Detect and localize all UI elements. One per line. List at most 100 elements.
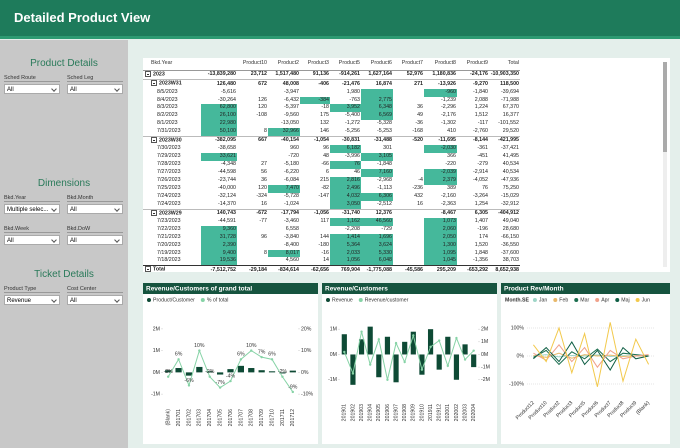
collapse-icon[interactable] bbox=[151, 210, 157, 216]
cell: 174 bbox=[479, 233, 488, 240]
row-label-text: 7/29/2023 bbox=[157, 153, 181, 160]
cell: 5,364 bbox=[330, 241, 361, 250]
bar bbox=[384, 336, 391, 355]
cell: 1,407 bbox=[474, 217, 488, 224]
data-row: 8/2/2023 26,100 -108 -9,560 175 -5,400 6,569 49… bbox=[143, 112, 520, 121]
cell: 40,534 bbox=[502, 169, 519, 176]
scroll-thumb[interactable] bbox=[663, 62, 667, 152]
cell: -32,912 bbox=[501, 200, 519, 207]
slicer-dropdown[interactable]: All bbox=[4, 235, 60, 245]
slicer-dropdown[interactable]: All bbox=[67, 295, 123, 305]
line-marker bbox=[455, 336, 458, 340]
scrollbar[interactable] bbox=[663, 62, 667, 267]
slicer-dropdown[interactable]: All bbox=[4, 84, 60, 94]
line-marker bbox=[177, 358, 180, 361]
y2-tick-label: -10% bbox=[301, 392, 313, 398]
row-label: 7/23/2023 bbox=[143, 218, 201, 226]
row-label-text: 2023W30 bbox=[159, 137, 182, 144]
line-marker bbox=[368, 363, 372, 366]
row-label-text: 8/1/2023 bbox=[157, 120, 178, 127]
cell: 2,060 bbox=[424, 225, 457, 234]
cell: -236 bbox=[412, 184, 423, 191]
cell: 6,348 bbox=[361, 104, 393, 113]
line-marker bbox=[360, 330, 363, 333]
legend-title: Month.SE bbox=[505, 297, 529, 303]
slicer-value: All bbox=[7, 87, 14, 93]
cell: -31,488 bbox=[361, 136, 393, 146]
line-marker bbox=[420, 368, 424, 371]
slicer-dropdown[interactable]: All bbox=[67, 84, 123, 94]
collapse-icon[interactable] bbox=[145, 71, 151, 77]
cell: 1,696 bbox=[361, 233, 393, 242]
data-row: 7/21/2023 31,728 96 -3,840 144 1,414 1,696 2,05… bbox=[143, 233, 520, 242]
sidebar: Product Details Sched Route All Sched Leg Al… bbox=[0, 40, 128, 448]
cell: -834,614 bbox=[268, 265, 300, 275]
cell: -47,936 bbox=[501, 177, 519, 183]
cell: 301 bbox=[383, 145, 392, 152]
x-tick-label: 202003 bbox=[462, 404, 468, 421]
row-label-text: 7/25/2023 bbox=[157, 184, 181, 191]
legend-swatch bbox=[553, 298, 558, 302]
x-tick-label: 201704 bbox=[207, 409, 213, 426]
row-label-text: 7/28/2023 bbox=[157, 161, 181, 168]
legend-swatch bbox=[200, 298, 205, 302]
bar bbox=[367, 326, 373, 355]
slicer-dropdown[interactable]: Revenue bbox=[4, 295, 60, 305]
bar bbox=[436, 354, 442, 370]
cell: -324 bbox=[256, 192, 267, 199]
slicer-dropdown[interactable]: All bbox=[67, 204, 123, 214]
cell: 5,330 bbox=[361, 249, 393, 258]
cell: -1,113 bbox=[377, 184, 392, 191]
row-label-text: 2023W29 bbox=[159, 210, 182, 217]
row-label: 8/5/2023 bbox=[143, 89, 201, 97]
row-label: Total bbox=[143, 265, 201, 275]
collapse-icon[interactable] bbox=[151, 80, 157, 87]
legend-swatch bbox=[358, 298, 363, 302]
line-marker bbox=[229, 379, 232, 383]
cell: -1,024 bbox=[283, 200, 299, 207]
cell: 52,976 bbox=[393, 69, 424, 80]
x-tick-label: 201703 bbox=[197, 409, 203, 426]
cell: -168 bbox=[412, 128, 423, 135]
x-tick-label: 201712 bbox=[290, 409, 296, 426]
slicer-value: All bbox=[70, 87, 77, 93]
cell: 667 bbox=[237, 136, 268, 146]
cell: 26,100 bbox=[201, 112, 237, 121]
bar bbox=[393, 354, 399, 383]
slicer-label: Product Type bbox=[4, 286, 60, 293]
cell: -9,270 bbox=[457, 79, 489, 89]
cell: -2,030 bbox=[424, 145, 457, 154]
cell: -2,039 bbox=[424, 169, 457, 177]
slicer-value: Revenue bbox=[7, 298, 32, 304]
cell: 2,379 bbox=[424, 177, 457, 185]
cell: 126 bbox=[258, 96, 267, 103]
row-label-text: 8/2/2023 bbox=[157, 112, 178, 119]
cell: 140,743 bbox=[201, 208, 237, 218]
cell: 960 bbox=[290, 145, 299, 152]
row-label: 7/27/2023 bbox=[143, 169, 201, 177]
collapse-icon[interactable] bbox=[151, 137, 157, 144]
chart-title-bar bbox=[143, 283, 318, 294]
y2-tick-label: -1M bbox=[481, 364, 490, 370]
collapse-icon[interactable] bbox=[145, 266, 151, 273]
cell: 6,305 bbox=[457, 208, 489, 218]
cell: -1,848 bbox=[376, 161, 392, 168]
cell: -30,831 bbox=[330, 136, 361, 146]
bar bbox=[248, 368, 255, 373]
cell: 7,160 bbox=[361, 169, 393, 177]
data-row: 7/29/2023 33,621 -720 48 -3,996 3,105 366 -451 4… bbox=[143, 153, 520, 162]
cell: 1,512 bbox=[474, 112, 488, 119]
cell: -31,740 bbox=[330, 208, 361, 218]
legend-label: Feb bbox=[559, 297, 568, 303]
slicer-dropdown[interactable]: Multiple selec... bbox=[4, 204, 60, 214]
legend-label: Jun bbox=[642, 297, 650, 303]
row-label: 7/18/2023 bbox=[143, 257, 201, 265]
cell: 23,712 bbox=[237, 69, 268, 80]
line-marker bbox=[377, 338, 381, 341]
slicer-dropdown[interactable]: All bbox=[67, 235, 123, 245]
line-marker bbox=[403, 360, 406, 364]
cell: -39,694 bbox=[501, 88, 519, 95]
row-label: 2023 bbox=[143, 69, 201, 80]
row-label: 7/19/2023 bbox=[143, 250, 201, 258]
line bbox=[533, 322, 650, 387]
